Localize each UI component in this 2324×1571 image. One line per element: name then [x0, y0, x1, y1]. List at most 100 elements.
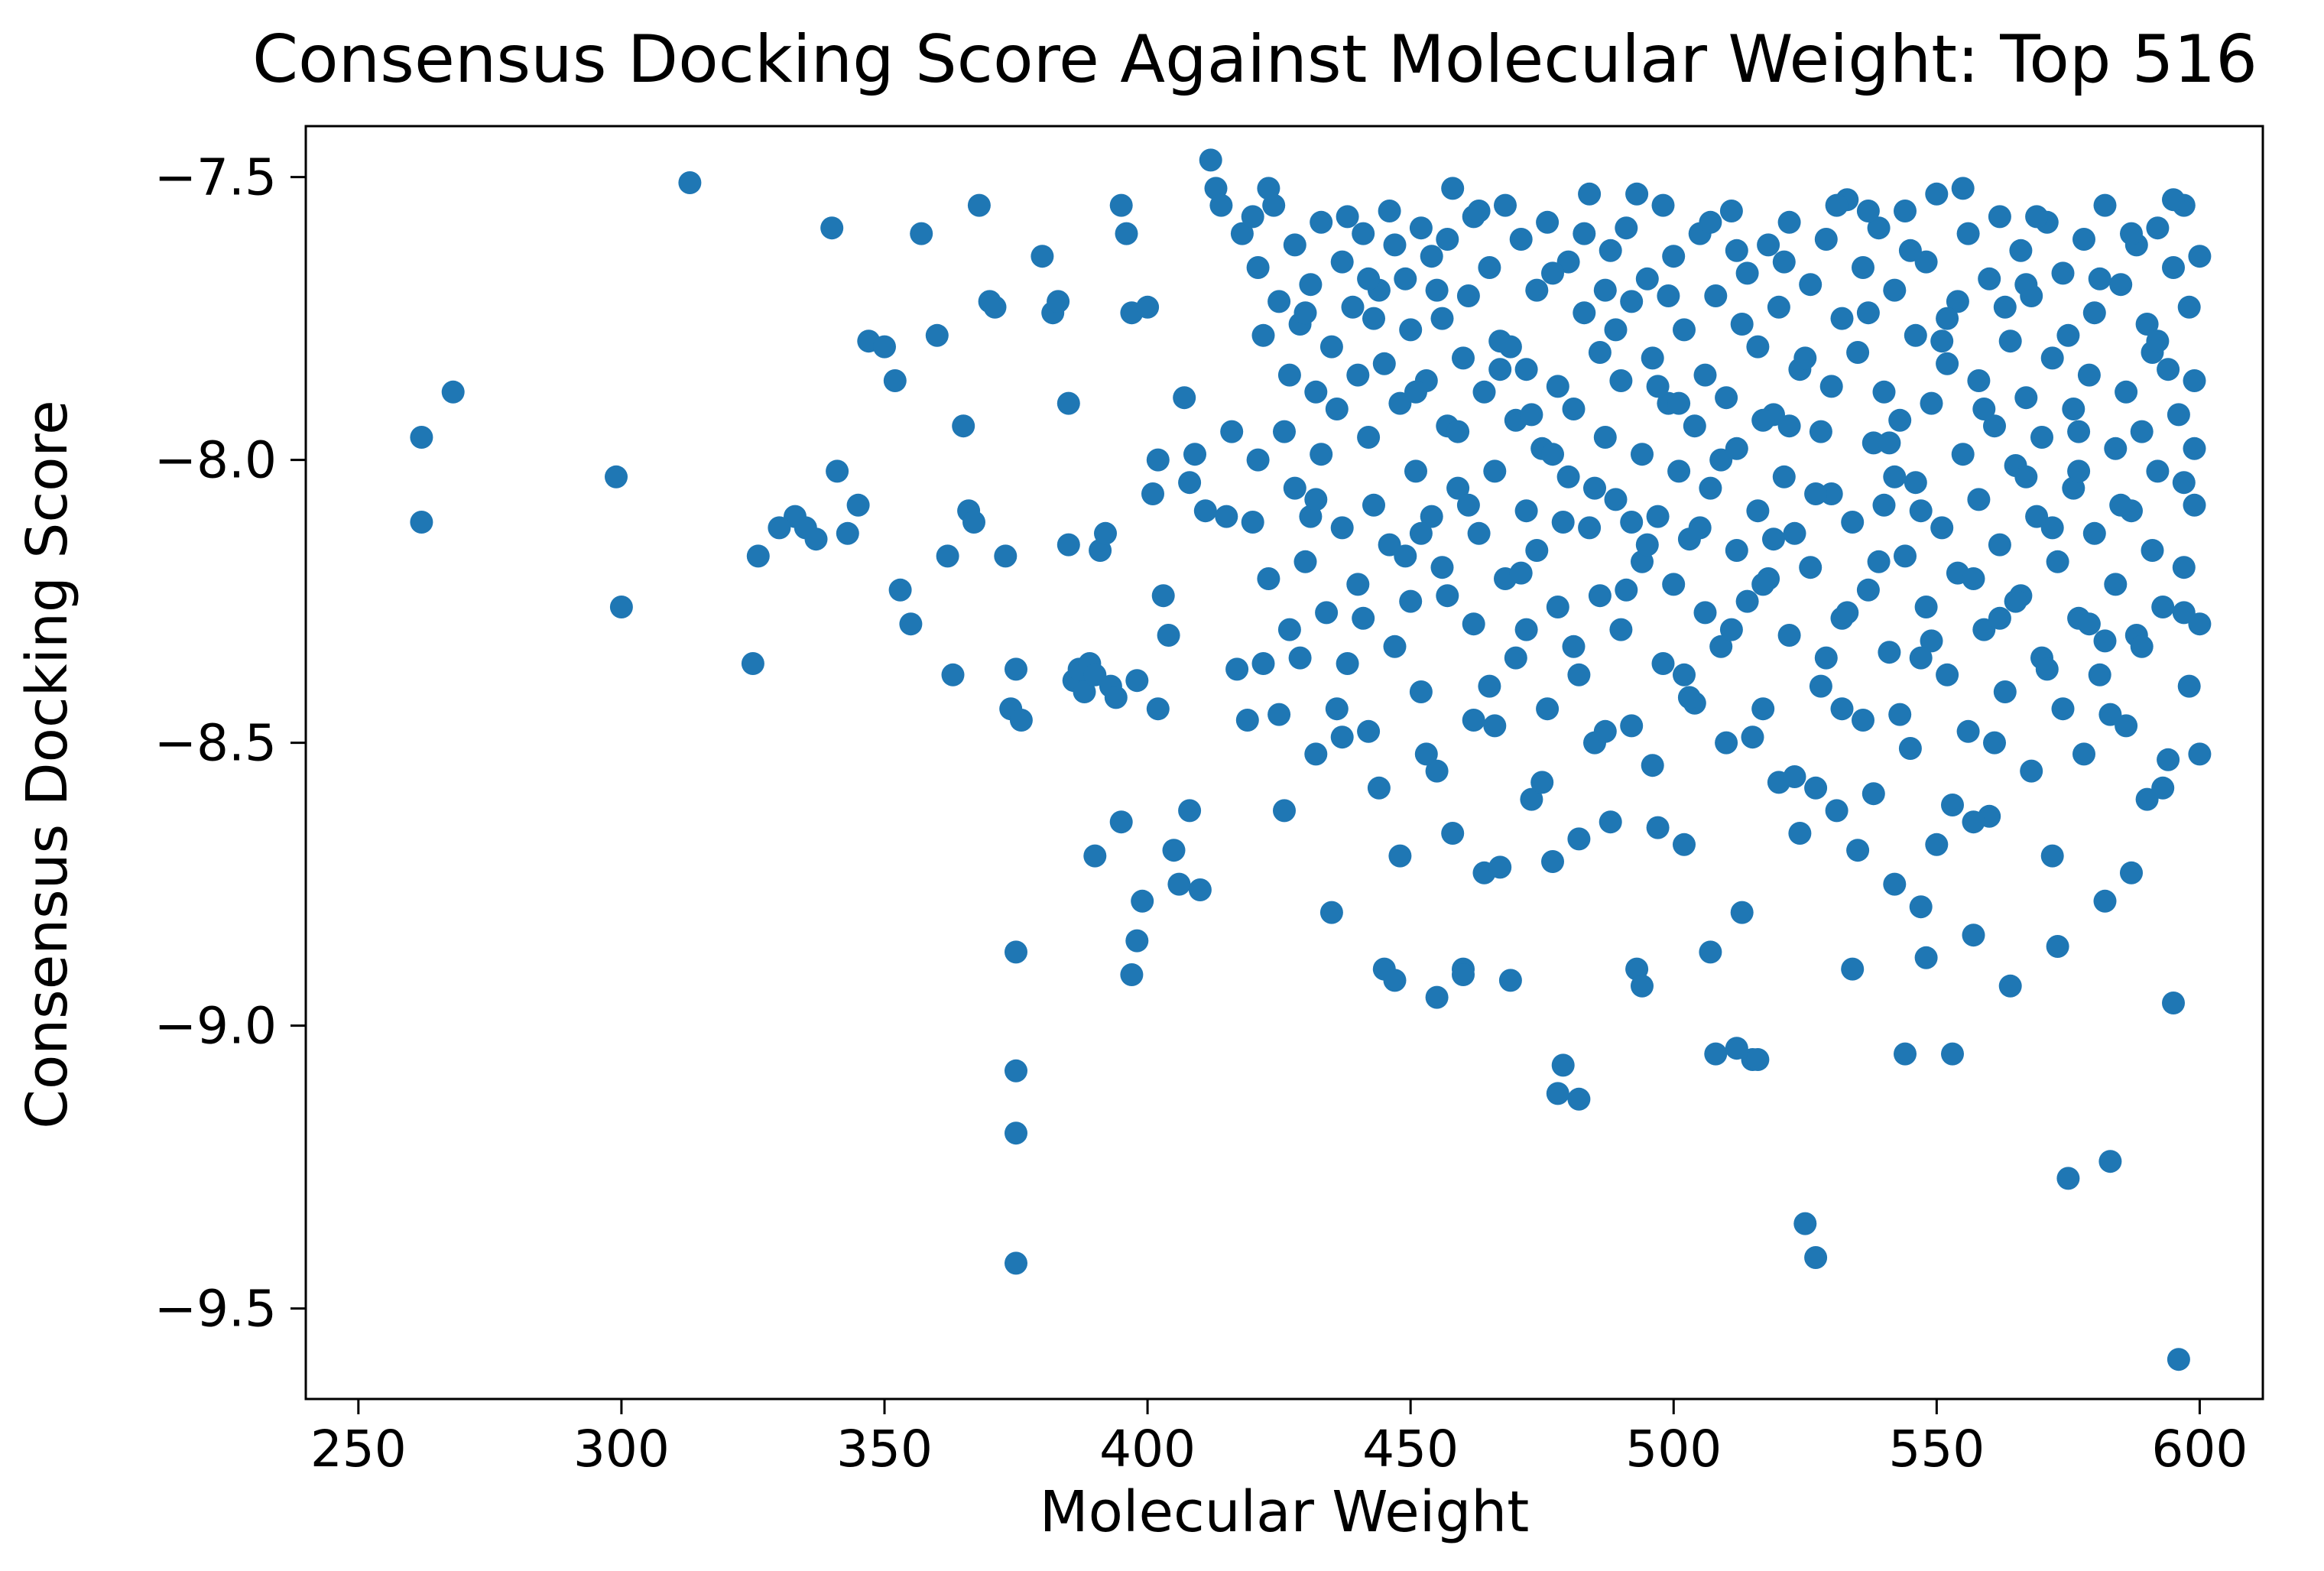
scatter-point — [1662, 245, 1686, 268]
scatter-point — [1699, 940, 1722, 964]
scatter-point — [804, 527, 828, 551]
scatter-point — [2151, 596, 2175, 618]
scatter-point — [1277, 618, 1301, 641]
scatter-point — [1520, 403, 1543, 427]
scatter-point — [1146, 697, 1170, 721]
scatter-point — [1777, 624, 1801, 647]
scatter-point — [1319, 335, 1343, 359]
scatter-point — [1183, 443, 1206, 466]
scatter-point — [2056, 323, 2080, 347]
scatter-point — [1409, 680, 1433, 703]
scatter-point — [1772, 465, 1796, 489]
x-tick-label: 300 — [573, 1420, 670, 1478]
scatter-point — [410, 511, 433, 534]
scatter-point — [888, 578, 912, 602]
scatter-point — [1047, 290, 1070, 313]
scatter-point — [2093, 193, 2117, 217]
scatter-point — [2088, 267, 2111, 291]
scatter-point — [2141, 539, 2164, 562]
scatter-point — [1888, 703, 1912, 726]
scatter-point — [1725, 539, 1748, 562]
scatter-point — [1120, 963, 1144, 986]
scatter-point — [1325, 697, 1349, 721]
scatter-point — [1483, 714, 1507, 738]
scatter-point — [741, 652, 764, 675]
scatter-point — [2167, 403, 2190, 427]
scatter-point — [820, 216, 844, 240]
scatter-point — [1651, 193, 1675, 217]
scatter-point — [925, 323, 949, 347]
scatter-point — [1541, 850, 1564, 873]
scatter-point — [1914, 596, 1938, 618]
scatter-point — [1178, 471, 1202, 495]
scatter-point — [1388, 844, 1412, 868]
scatter-point — [2177, 674, 2201, 698]
x-tick-label: 250 — [310, 1420, 407, 1478]
scatter-point — [1673, 318, 1696, 342]
scatter-point — [2172, 471, 2196, 495]
scatter-point — [1362, 493, 1385, 517]
scatter-point — [1625, 182, 1649, 206]
scatter-point — [1746, 1048, 1770, 1071]
scatter-point — [1878, 641, 1901, 664]
scatter-point — [1414, 742, 1438, 766]
scatter-point — [2120, 222, 2143, 245]
scatter-point — [899, 612, 923, 636]
scatter-point — [1635, 533, 1659, 557]
scatter-point — [2130, 420, 2154, 443]
scatter-point — [2115, 380, 2138, 404]
scatter-point — [1157, 624, 1180, 647]
scatter-point — [2167, 1348, 2190, 1371]
x-tick-label: 500 — [1625, 1420, 1722, 1478]
scatter-point — [1241, 205, 1264, 229]
scatter-point — [2098, 1150, 2122, 1173]
scatter-point — [1562, 635, 1586, 658]
scatter-point — [1962, 567, 1985, 590]
scatter-point — [1646, 816, 1670, 839]
scatter-point — [1856, 578, 1880, 602]
scatter-point — [1898, 239, 1922, 262]
scatter-point — [1525, 278, 1549, 302]
scatter-point — [936, 544, 959, 568]
scatter-point — [2009, 239, 2033, 262]
scatter-point — [1741, 725, 1764, 749]
scatter-point — [1399, 318, 1423, 342]
scatter-point — [1115, 222, 1138, 245]
scatter-point — [2177, 295, 2201, 319]
scatter-point — [1936, 352, 1959, 375]
scatter-point — [1941, 794, 1964, 816]
scatter-point — [1277, 363, 1301, 387]
scatter-point — [1441, 177, 1465, 200]
scatter-point — [826, 459, 849, 483]
scatter-point — [1057, 533, 1080, 557]
scatter-point — [1546, 375, 1569, 398]
scatter-point — [1514, 358, 1538, 381]
scatter-point — [2172, 601, 2196, 625]
scatter-point — [1941, 1042, 1964, 1066]
scatter-point — [1504, 646, 1527, 670]
scatter-point — [1825, 193, 1848, 217]
x-tick-label: 600 — [2151, 1420, 2248, 1478]
scatter-point — [2014, 273, 2038, 297]
scatter-point — [1404, 459, 1427, 483]
scatter-point — [1878, 431, 1901, 455]
scatter-point — [1251, 323, 1275, 347]
scatter-point — [2082, 301, 2106, 325]
scatter-point — [1962, 810, 1985, 834]
scatter-point — [1136, 295, 1160, 319]
scatter-point — [1378, 200, 1401, 222]
scatter-point — [1699, 476, 1722, 500]
scatter-point — [1951, 177, 1975, 200]
scatter-point — [1330, 250, 1354, 274]
scatter-point — [1293, 301, 1317, 325]
scatter-point — [1615, 578, 1638, 602]
scatter-point — [1352, 222, 1375, 245]
scatter-point — [2014, 386, 2038, 410]
scatter-point — [2093, 889, 2117, 913]
scatter-point — [1709, 448, 1733, 472]
scatter-point — [1998, 974, 2022, 998]
scatter-point — [1699, 210, 1722, 234]
scatter-point — [1551, 1053, 1575, 1077]
scatter-point — [1267, 290, 1291, 313]
scatter-point — [1304, 380, 1328, 404]
